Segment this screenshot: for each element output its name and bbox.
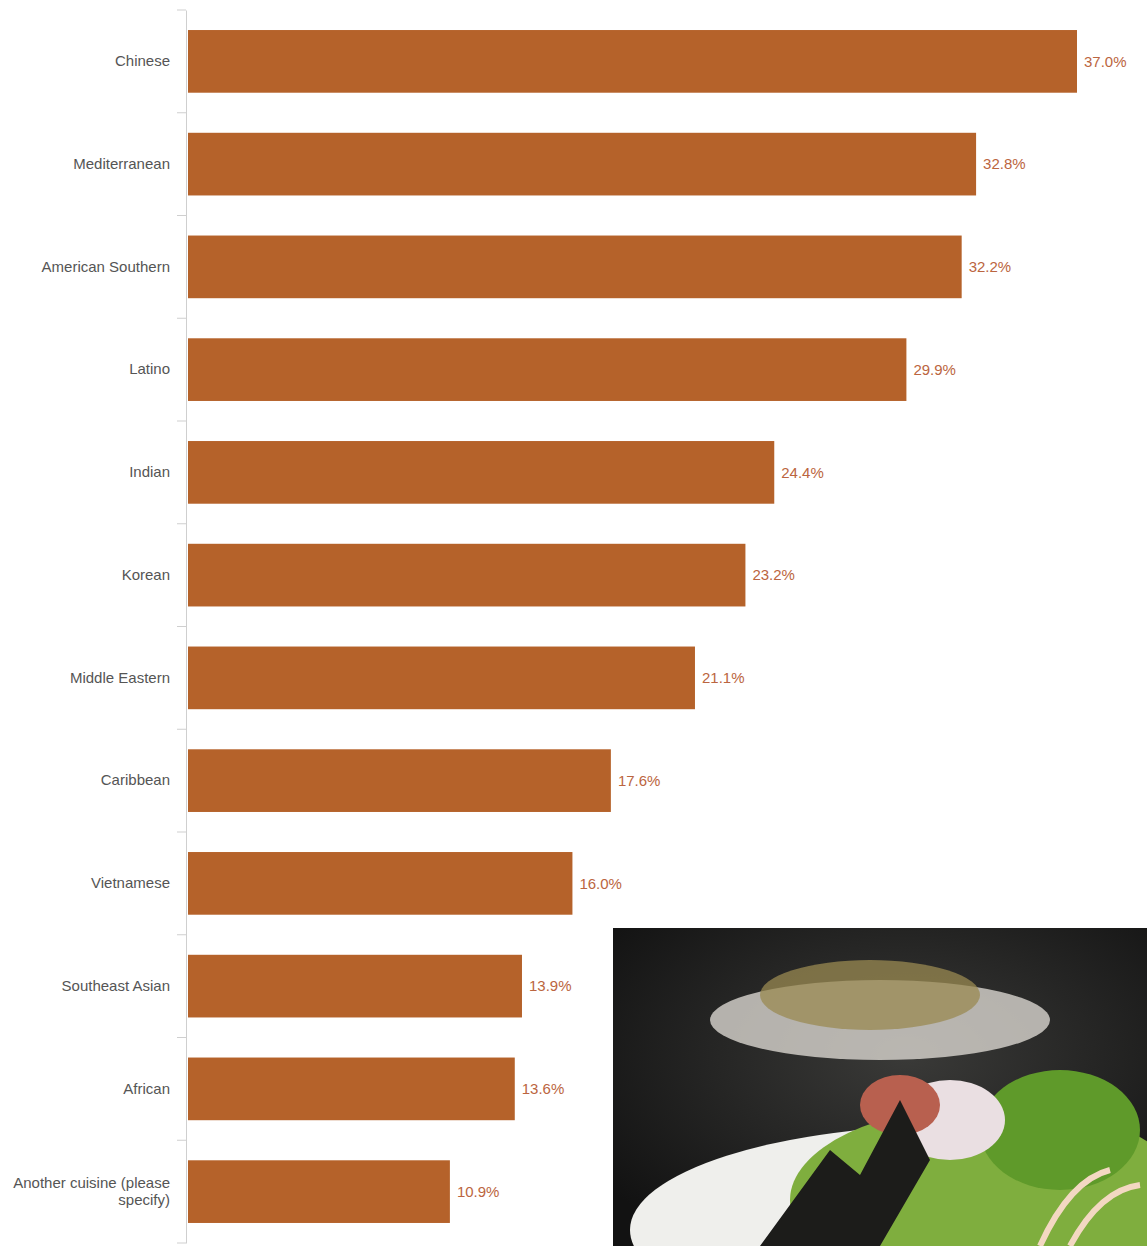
data-labels: 37.0% 32.8% 32.2% 29.9% 24.4% 23.2% 21.1% 17.6%… xyxy=(457,53,1127,1200)
band-separator xyxy=(177,1140,186,1141)
data-label: 32.8% xyxy=(983,155,1026,172)
bar xyxy=(188,852,572,915)
band-separator xyxy=(177,10,186,11)
band-separator xyxy=(177,421,186,422)
data-label: 37.0% xyxy=(1084,53,1127,70)
category-label: Indian xyxy=(129,463,170,480)
photo-sauce xyxy=(1040,1170,1140,1246)
data-label: 32.2% xyxy=(969,258,1012,275)
category-label: Korean xyxy=(122,566,170,583)
category-label: Caribbean xyxy=(101,771,170,788)
tick: Indian xyxy=(129,463,186,480)
category-label-line: Another cuisine (please xyxy=(13,1174,170,1191)
data-label: 23.2% xyxy=(752,566,795,583)
category-label: Chinese xyxy=(115,52,170,69)
band-separator xyxy=(177,626,186,627)
category-label-line: Mediterranean xyxy=(73,155,170,172)
category-label: Southeast Asian xyxy=(62,977,170,994)
category-label-line: Korean xyxy=(122,566,170,583)
tick: African xyxy=(123,1080,186,1097)
tick: Middle Eastern xyxy=(70,669,186,686)
tick: American Southern xyxy=(42,258,186,275)
band-separator xyxy=(177,729,186,730)
band-separator xyxy=(177,523,186,524)
photo xyxy=(613,928,1147,1246)
category-label-line: American Southern xyxy=(42,258,170,275)
category-label-line: Chinese xyxy=(115,52,170,69)
data-label: 10.9% xyxy=(457,1183,500,1200)
bar xyxy=(188,338,906,401)
photo-food xyxy=(760,960,980,1030)
bar xyxy=(188,30,1077,93)
category-label-line: Middle Eastern xyxy=(70,669,170,686)
bar xyxy=(188,1058,515,1121)
category-label: Latino xyxy=(129,360,170,377)
tick: Caribbean xyxy=(101,771,186,788)
category-label-line: Vietnamese xyxy=(91,874,170,891)
category-label: Vietnamese xyxy=(91,874,170,891)
bar xyxy=(188,544,745,607)
category-label-line: Latino xyxy=(129,360,170,377)
bar xyxy=(188,647,695,710)
band-separator xyxy=(177,934,186,935)
tick: Another cuisine (pleasespecify) xyxy=(13,1174,186,1208)
category-label-line: Caribbean xyxy=(101,771,170,788)
category-label: American Southern xyxy=(42,258,170,275)
bar xyxy=(188,133,976,196)
photo-greens xyxy=(980,1070,1140,1190)
band-separator xyxy=(177,1037,186,1038)
band-separators xyxy=(177,10,186,1243)
band-separator xyxy=(177,1243,186,1244)
axis-line xyxy=(186,11,187,1244)
tick: Vietnamese xyxy=(91,874,186,891)
bar xyxy=(188,749,611,812)
data-label: 24.4% xyxy=(781,464,824,481)
tick: Chinese xyxy=(115,52,186,69)
category-label: Middle Eastern xyxy=(70,669,170,686)
category-axis: Chinese Mediterranean American Southern Lat… xyxy=(13,11,186,1244)
data-label: 13.9% xyxy=(529,977,572,994)
bar xyxy=(188,441,774,504)
category-label-line: Southeast Asian xyxy=(62,977,170,994)
band-separator xyxy=(177,832,186,833)
data-label: 29.9% xyxy=(913,361,956,378)
category-label-line: specify) xyxy=(118,1191,170,1208)
data-label: 17.6% xyxy=(618,772,661,789)
band-separator xyxy=(177,215,186,216)
bar xyxy=(188,955,522,1018)
tick: Mediterranean xyxy=(73,155,186,172)
bar xyxy=(188,236,962,299)
data-label: 13.6% xyxy=(522,1080,565,1097)
data-label: 21.1% xyxy=(702,669,745,686)
category-label-line: Indian xyxy=(129,463,170,480)
category-label: Mediterranean xyxy=(73,155,170,172)
category-label: African xyxy=(123,1080,170,1097)
data-label: 16.0% xyxy=(579,875,622,892)
category-label-line: African xyxy=(123,1080,170,1097)
photo-nori xyxy=(760,1100,930,1246)
band-separator xyxy=(177,318,186,319)
tick: Korean xyxy=(122,566,186,583)
chart: Chinese Mediterranean American Southern Lat… xyxy=(0,0,1147,1246)
tick: Southeast Asian xyxy=(62,977,186,994)
tick: Latino xyxy=(129,360,186,377)
bar xyxy=(188,1160,450,1223)
band-separator xyxy=(177,112,186,113)
category-label: Another cuisine (pleasespecify) xyxy=(13,1174,170,1208)
